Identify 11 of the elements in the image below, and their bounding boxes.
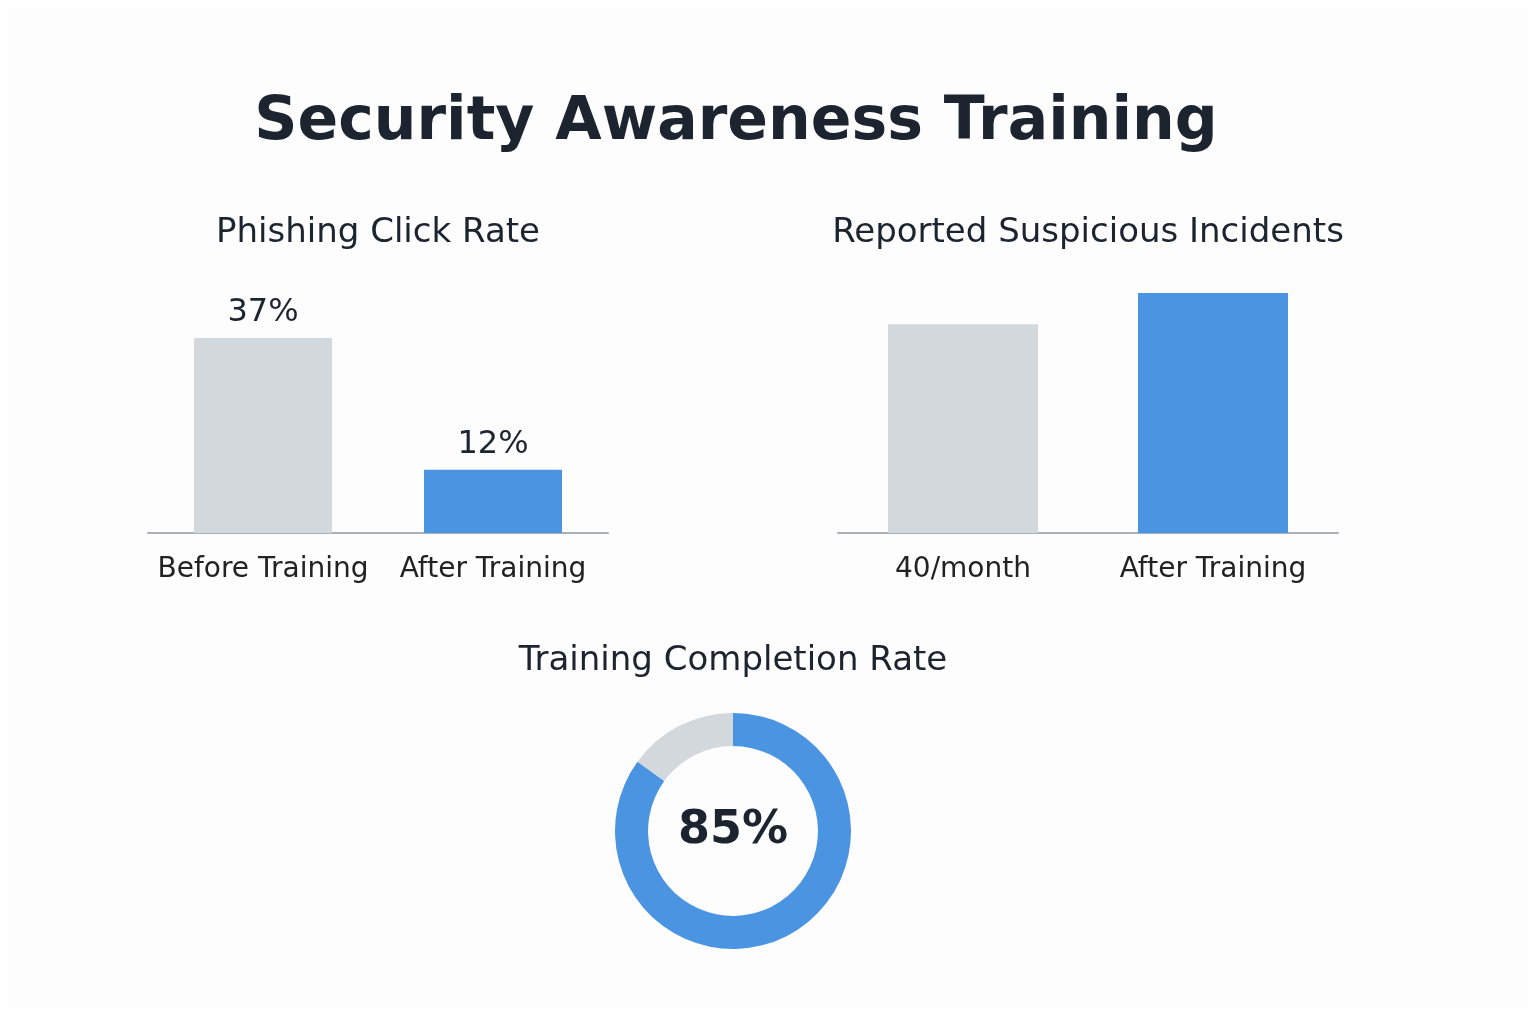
chart-title: Phishing Click Rate: [216, 210, 540, 250]
data-label: 37%: [227, 291, 299, 329]
x-tick-label: After Training: [399, 550, 587, 584]
text: 85%: [677, 800, 789, 854]
data-label: 12%: [457, 422, 529, 461]
chart-title: Training Completion Rate: [517, 638, 948, 678]
x-tick-label: After Training: [1119, 550, 1307, 584]
chart-title: Reported Suspicious Incidents: [832, 210, 1344, 250]
x-tick-label: 40/month: [895, 550, 1031, 584]
text: Security Awareness Training: [253, 82, 1219, 155]
x-tick-label: Before Training: [157, 550, 369, 584]
